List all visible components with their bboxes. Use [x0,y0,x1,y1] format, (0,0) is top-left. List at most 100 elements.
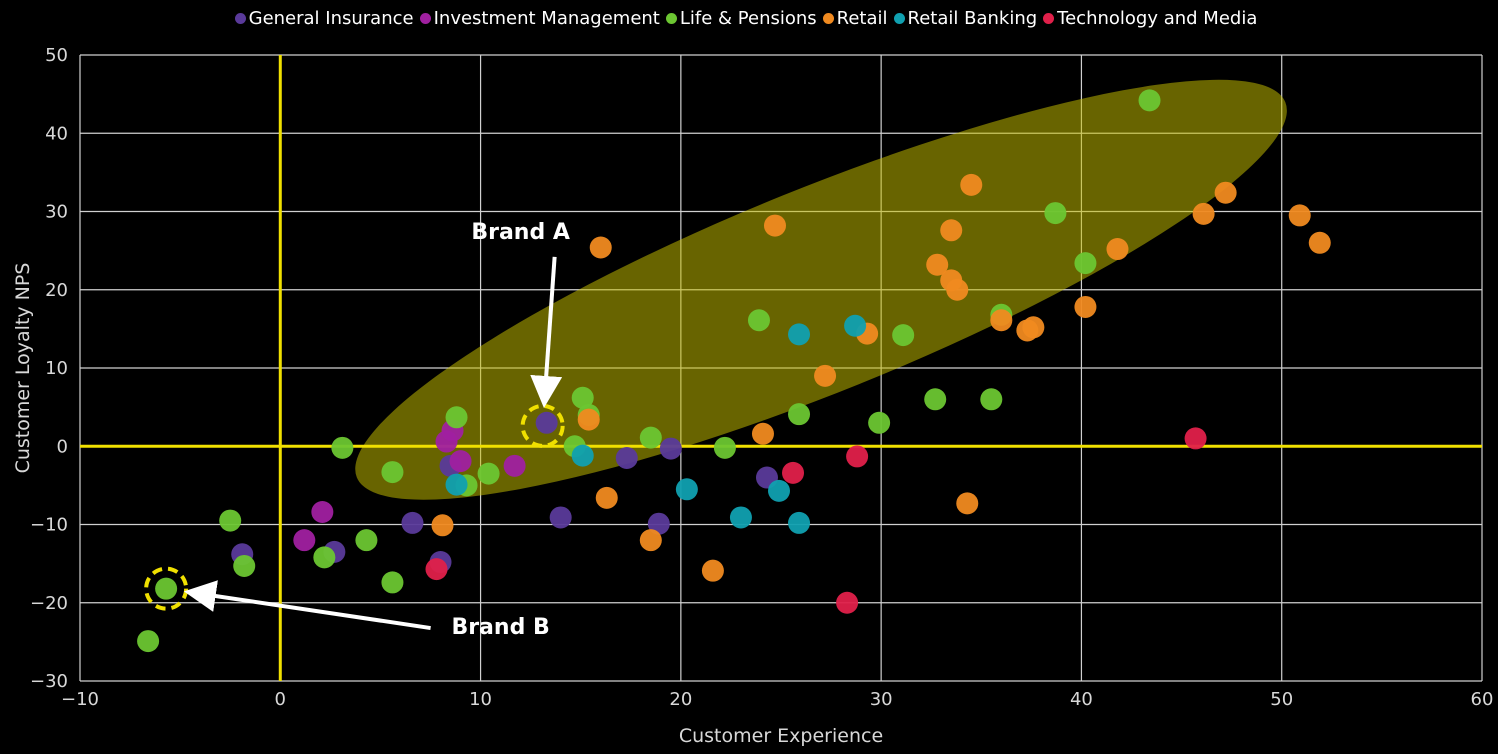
data-point [639,426,662,449]
data-point [571,444,594,467]
data-point [1308,231,1331,254]
data-point [1044,202,1067,225]
data-point [836,591,859,614]
y-tick-label: 20 [45,280,68,301]
legend-marker [822,13,834,24]
data-point [788,323,811,346]
data-point [293,529,316,552]
data-point [659,437,682,460]
annotation-label: Brand B [451,615,549,640]
data-point [477,462,500,485]
y-tick-label: 10 [45,358,68,379]
y-tick-label: 50 [45,45,68,66]
data-point [381,571,404,594]
data-point [1214,181,1237,204]
data-point [782,461,805,484]
legend-marker [419,13,431,24]
annotations: Brand A Brand B [144,220,570,640]
legend-item: Investment Management [419,8,660,29]
data-point [535,411,558,434]
data-point [940,219,963,242]
data-point [431,514,454,537]
data-point [868,411,891,434]
legend-label: Retail Banking [907,8,1038,29]
series-retail-banking [445,314,867,534]
data-point [445,406,468,429]
annotation-label: Brand A [471,220,570,245]
data-point [729,506,752,529]
legend-item: Retail Banking [893,8,1038,29]
legend-marker [665,13,677,24]
data-point [675,478,698,501]
data-point [355,529,378,552]
data-point [960,173,983,196]
data-point [445,473,468,496]
x-tick-label: −10 [61,689,99,710]
annotation-arrow [183,580,431,631]
x-axis-label: Customer Experience [679,725,883,747]
data-point [233,554,256,577]
x-tick-label: 20 [669,689,692,710]
x-tick-label: 0 [275,689,286,710]
data-point [763,214,786,237]
reference-lines [80,55,1482,681]
data-point [1192,202,1215,225]
series-life-pensions [137,89,1161,653]
legend-marker [234,13,246,24]
data-point [956,492,979,515]
data-point [311,500,334,523]
legend-item: General Insurance [234,8,414,29]
x-tick-label: 10 [469,689,492,710]
data-point [1184,427,1207,450]
data-point [571,386,594,409]
data-point [381,461,404,484]
data-point [846,445,869,468]
data-point [892,324,915,347]
x-tick-label: 60 [1471,689,1494,710]
y-tick-label: −20 [30,593,68,614]
data-point [926,253,949,276]
legend-marker [893,13,905,24]
data-point [589,236,612,259]
y-tick-label: −30 [30,671,68,692]
legend-label: Life & Pensions [679,8,817,29]
data-point [788,511,811,534]
legend-label: Technology and Media [1057,8,1258,29]
data-point [844,314,867,337]
data-point [1074,295,1097,318]
data-point [747,309,770,332]
series-technology-and-media [425,427,1207,614]
data-point [946,278,969,301]
legend-item: Technology and Media [1043,8,1257,29]
data-point [313,546,336,569]
data-point [990,309,1013,332]
data-point [425,558,448,581]
legend-label: Investment Management [433,8,660,29]
legend-item: Retail [822,8,888,29]
data-point [549,506,572,529]
data-point [751,422,774,445]
data-point [701,559,724,582]
data-point [615,446,638,469]
data-point [155,577,178,600]
y-tick-label: 30 [45,202,68,223]
series-retail [431,173,1331,582]
legend-label: General Insurance [248,8,414,29]
data-point [137,630,160,653]
x-tick-label: 40 [1070,689,1093,710]
y-tick-label: 0 [57,436,68,457]
data-point [595,486,618,509]
y-axis-label: Customer Loyalty NPS [12,263,34,474]
data-point [814,364,837,387]
data-point [401,511,424,534]
x-tick-label: 30 [870,689,893,710]
data-point [1138,89,1161,112]
data-point [924,388,947,411]
data-point [788,403,811,426]
data-point [639,529,662,552]
data-point [449,450,472,473]
data-point [1106,238,1129,261]
legend-item: Life & Pensions [665,8,817,29]
data-point [503,454,526,477]
